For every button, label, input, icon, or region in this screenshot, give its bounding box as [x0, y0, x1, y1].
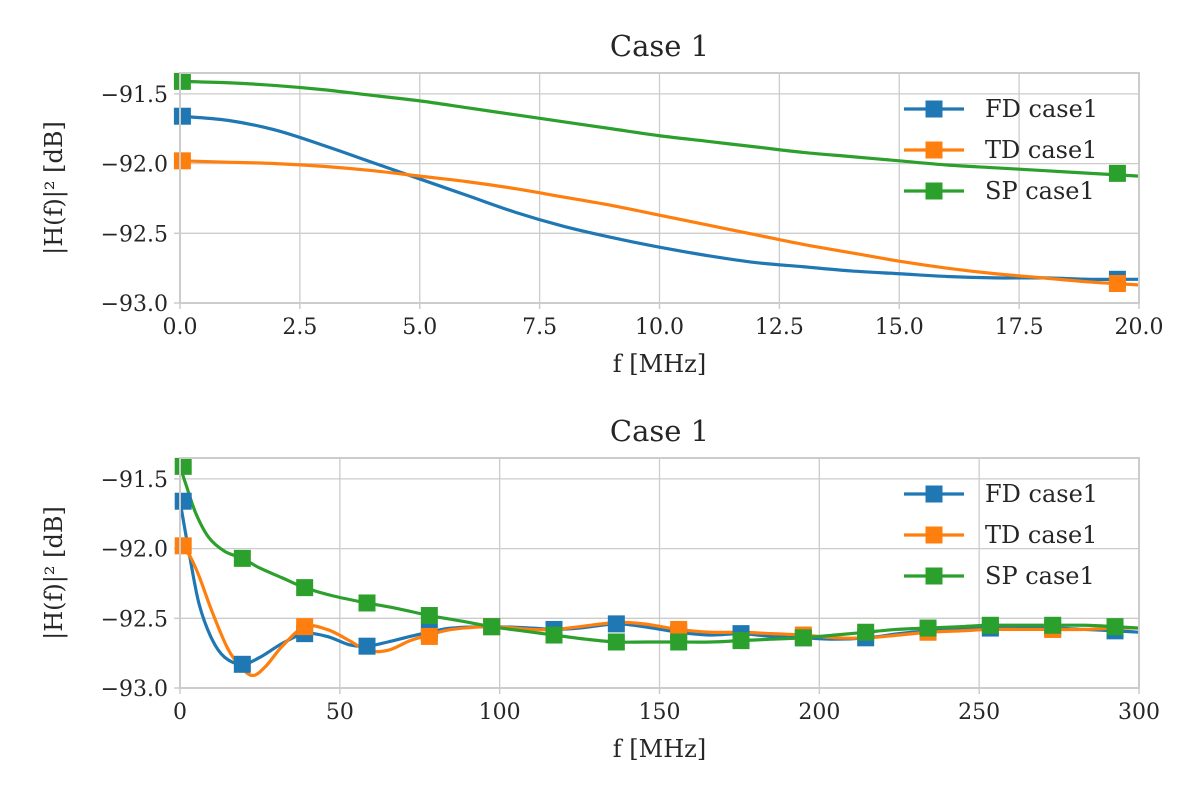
data-point-marker: [545, 626, 563, 644]
x-tick-label: 20.0: [1115, 315, 1164, 340]
series-line-sp-case1: [180, 79, 1139, 178]
top-subplot: 0.0 2.5 5.0 7.5 10.0 12.5 15.0 17.5 20.0 −93.0 −92…: [40, 29, 1163, 378]
y-tick-label: −92.5: [101, 222, 168, 247]
y-axis-label: |H(f)|² [dB]: [40, 121, 69, 255]
marker-layer: [174, 457, 1124, 673]
x-tick-label: 5.0: [402, 315, 437, 340]
data-point-marker: [607, 633, 625, 651]
data-point-marker: [174, 457, 192, 475]
x-tick-label: 200: [798, 700, 840, 725]
legend-label: SP case1: [985, 177, 1095, 205]
data-point-marker: [173, 107, 191, 125]
legend-swatch-marker: [925, 485, 943, 503]
legend-swatch-marker: [925, 567, 943, 585]
y-tick-label: −93.0: [101, 292, 168, 317]
legend-swatch-marker: [925, 182, 943, 200]
legend-label: FD case1: [985, 95, 1098, 123]
legend-label: SP case1: [985, 562, 1095, 590]
series-line-sp-case1: [180, 464, 1139, 644]
data-point-marker: [1108, 274, 1126, 292]
x-tick-label: 17.5: [995, 315, 1044, 340]
x-tick-label: 150: [639, 700, 681, 725]
axes-frame: [179, 457, 1140, 689]
data-point-marker: [1044, 616, 1062, 634]
data-point-marker: [857, 623, 875, 641]
y-tick-label: −92.0: [101, 153, 168, 178]
data-point-marker: [732, 632, 750, 650]
legend: FD case1 TD case1 SP case1: [904, 95, 1098, 205]
data-point-marker: [607, 615, 625, 633]
data-point-marker: [358, 637, 376, 655]
data-point-marker: [420, 607, 438, 625]
x-tick-label: 0.0: [163, 315, 198, 340]
x-axis-label: f [MHz]: [613, 735, 706, 763]
legend-label: TD case1: [985, 136, 1097, 164]
y-tick-label: −93.0: [101, 677, 168, 702]
data-point-marker: [1106, 618, 1124, 636]
x-tick-label: 10.0: [635, 315, 684, 340]
chart-title: Case 1: [610, 414, 709, 448]
data-point-marker: [173, 72, 191, 90]
data-point-marker: [296, 579, 314, 597]
series-layer: [180, 79, 1139, 287]
x-tick-label: 0: [173, 700, 187, 725]
data-point-marker: [358, 594, 376, 612]
data-point-marker: [173, 152, 191, 170]
x-tick-label: 2.5: [282, 315, 317, 340]
x-tick-label: 50: [326, 700, 354, 725]
data-point-marker: [981, 616, 999, 634]
axes-frame: [179, 72, 1140, 304]
marker-layer: [173, 72, 1126, 292]
y-tick-label: −92.0: [101, 538, 168, 563]
x-tick-label: 7.5: [522, 315, 557, 340]
data-point-marker: [174, 537, 192, 555]
legend: FD case1 TD case1 SP case1: [904, 480, 1098, 590]
data-point-marker: [233, 549, 251, 567]
legend-swatch-marker: [925, 141, 943, 159]
bottom-subplot: 0 50 100 150 200 250 300 −93.0 −92.5 −92.0 −91.5 Ca…: [40, 414, 1160, 763]
legend-label: TD case1: [985, 521, 1097, 549]
chart-title: Case 1: [610, 29, 709, 63]
data-point-marker: [420, 627, 438, 645]
y-tick-label: −92.5: [101, 607, 168, 632]
x-tick-label: 100: [479, 700, 521, 725]
x-tick-label: 15.0: [875, 315, 924, 340]
legend-label: FD case1: [985, 480, 1098, 508]
data-point-marker: [670, 633, 688, 651]
x-tick-label: 12.5: [755, 315, 804, 340]
series-line-fd-case1: [180, 114, 1139, 282]
x-axis-label: f [MHz]: [613, 350, 706, 378]
data-point-marker: [174, 492, 192, 510]
data-point-marker: [483, 618, 501, 636]
x-tick-label: 250: [958, 700, 1000, 725]
data-point-marker: [296, 618, 314, 636]
legend-swatch-marker: [925, 100, 943, 118]
legend-swatch-marker: [925, 526, 943, 544]
data-point-marker: [1108, 164, 1126, 182]
y-axis-label: |H(f)|² [dB]: [40, 506, 69, 640]
data-point-marker: [233, 655, 251, 673]
data-point-marker: [919, 619, 937, 637]
y-tick-label: −91.5: [101, 83, 168, 108]
x-tick-label: 300: [1118, 700, 1160, 725]
data-point-marker: [794, 629, 812, 647]
y-tick-label: −91.5: [101, 468, 168, 493]
series-line-td-case1: [180, 159, 1139, 287]
